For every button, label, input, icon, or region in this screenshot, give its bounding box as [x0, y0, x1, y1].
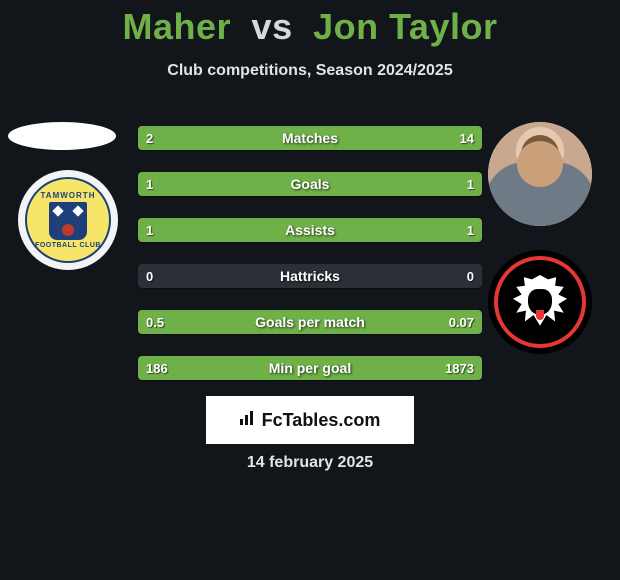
- badge-shield: [49, 202, 87, 240]
- date: 14 february 2025: [0, 454, 620, 472]
- stat-value-right: 1: [467, 172, 474, 196]
- fill-left: [138, 310, 440, 334]
- tamworth-crest-graphic: TAMWORTH FOOTBALL CLUB: [25, 177, 111, 263]
- stat-value-right: 1: [467, 218, 474, 242]
- stat-value-left: 1: [146, 172, 153, 196]
- title: Maher vs Jon Taylor: [0, 6, 620, 48]
- badge-text-bottom: FOOTBALL CLUB: [35, 242, 101, 249]
- comparison-infographic: Maher vs Jon Taylor Club competitions, S…: [0, 0, 620, 580]
- stat-value-right: 1873: [445, 356, 474, 380]
- jon-taylor-avatar: [488, 122, 592, 226]
- stat-bar: 11Assists: [138, 218, 482, 242]
- stat-bars: 214Matches11Goals11Assists00Hattricks0.5…: [138, 126, 482, 402]
- stat-value-left: 0: [146, 264, 153, 288]
- chart-icon: [240, 411, 256, 430]
- title-player1: Maher: [123, 6, 232, 47]
- stat-value-left: 186: [146, 356, 168, 380]
- fill-right: [181, 126, 482, 150]
- fill-left: [138, 218, 310, 242]
- stat-value-left: 2: [146, 126, 153, 150]
- player1-placeholder-ellipse: [8, 122, 116, 150]
- stat-value-right: 14: [460, 126, 474, 150]
- stat-value-left: 0.5: [146, 310, 164, 334]
- stat-bar: 0 0Hattricks: [138, 264, 482, 288]
- stat-bar: 1861873Min per goal: [138, 356, 482, 380]
- stat-bar: 214Matches: [138, 126, 482, 150]
- fctables-watermark: FcTables.com: [206, 396, 414, 444]
- tamworth-fc-badge: TAMWORTH FOOTBALL CLUB: [18, 170, 118, 270]
- badge-text-top: TAMWORTH: [41, 191, 96, 200]
- player-silhouette: [488, 122, 592, 226]
- fill-left: [138, 126, 181, 150]
- watermark-text: FcTables.com: [262, 410, 381, 431]
- stat-value-right: 0.07: [449, 310, 474, 334]
- subtitle: Club competitions, Season 2024/2025: [0, 62, 620, 80]
- stat-bar: 0.50.07Goals per match: [138, 310, 482, 334]
- fill-left: [138, 172, 310, 196]
- stat-value-right: 0: [467, 264, 474, 288]
- title-vs: vs: [252, 6, 293, 47]
- fill-right: [310, 172, 482, 196]
- stat-value-left: 1: [146, 218, 153, 242]
- fill-right: [169, 356, 482, 380]
- lion-head-icon: [513, 275, 567, 329]
- stat-bar: 11Goals: [138, 172, 482, 196]
- fill-right: [310, 218, 482, 242]
- salford-city-badge: [488, 250, 592, 354]
- stat-label: Hattricks: [138, 264, 482, 288]
- title-player2: Jon Taylor: [313, 6, 497, 47]
